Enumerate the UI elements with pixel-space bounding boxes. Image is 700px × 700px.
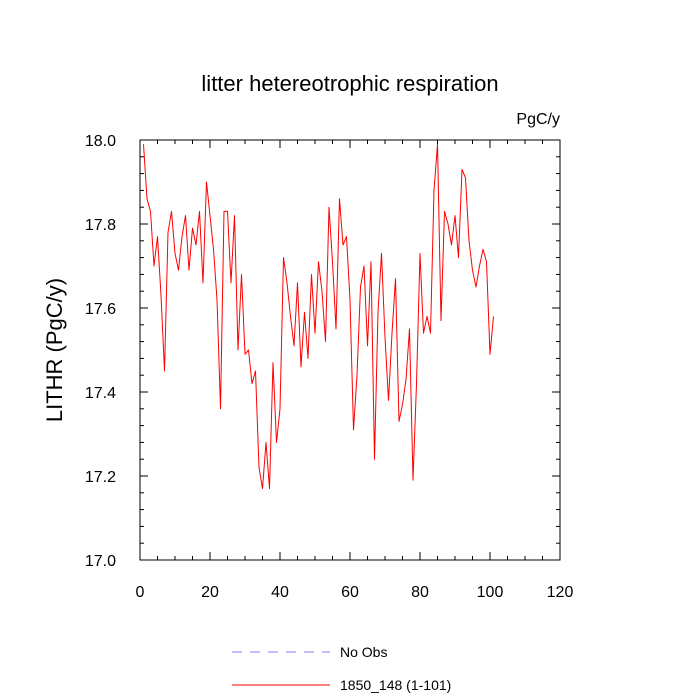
x-tick-label: 120: [547, 584, 574, 601]
y-axis-label: LITHR (PgC/y): [42, 278, 67, 422]
y-tick-label: 18.0: [85, 133, 116, 150]
y-tick-label: 17.0: [85, 553, 116, 570]
legend-label-no-obs: No Obs: [340, 644, 387, 660]
x-tick-label: 80: [411, 584, 429, 601]
plot-frame: [139, 139, 561, 561]
units-label: PgC/y: [516, 111, 560, 128]
x-tick-label: 60: [341, 584, 359, 601]
chart-title: litter hetereotrophic respiration: [201, 71, 498, 96]
series-layer: [143, 143, 494, 490]
x-tick-label: 40: [271, 584, 289, 601]
y-tick-label: 17.2: [85, 469, 116, 486]
series-line-0: [143, 143, 494, 490]
y-tick-label: 17.6: [85, 301, 116, 318]
legend: No Obs 1850_148 (1-101): [232, 644, 451, 693]
legend-label-series: 1850_148 (1-101): [340, 677, 451, 693]
ticks-layer: 0 20 40 60 80 100 120 17.0 17.2 17.4 17.6 17.8 18.0: [85, 133, 574, 601]
y-tick-label: 17.8: [85, 217, 116, 234]
x-tick-label: 20: [201, 584, 219, 601]
x-tick-label: 0: [136, 584, 145, 601]
x-tick-label: 100: [477, 584, 504, 601]
y-tick-label: 17.4: [85, 385, 116, 402]
